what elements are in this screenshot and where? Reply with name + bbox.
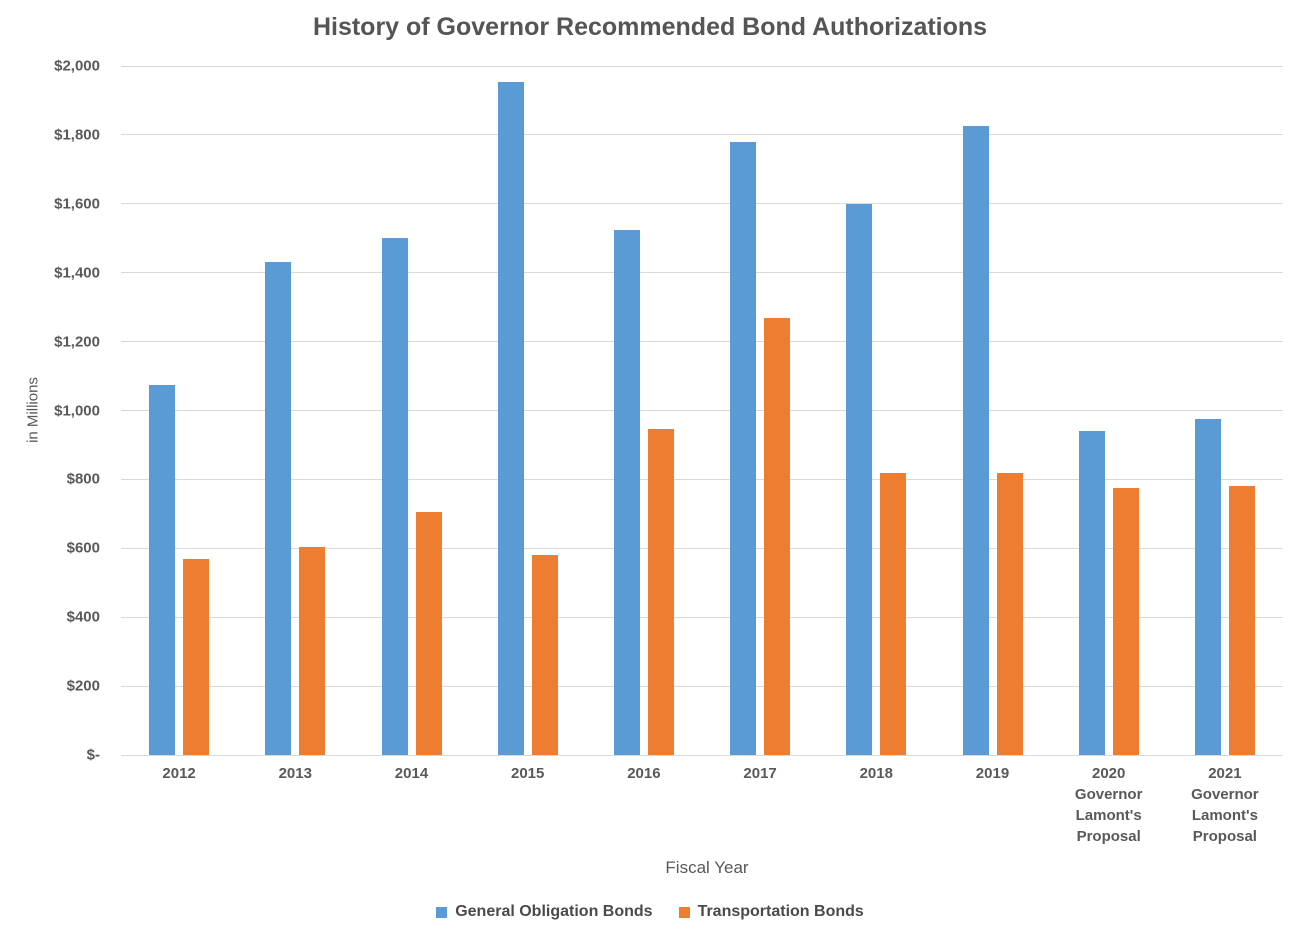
bar-general-obligation-bonds-2021 — [1194, 419, 1221, 755]
gridline — [121, 410, 1283, 411]
gridline — [121, 478, 1283, 480]
gridline — [121, 685, 1283, 687]
legend-item: Transportation Bonds — [678, 903, 864, 921]
bar-general-obligation-bonds-2019 — [962, 126, 989, 755]
x-tick-label: 2020 Governor Lamont's Proposal — [1074, 765, 1143, 845]
gridline — [121, 754, 1283, 756]
gridline — [121, 134, 1283, 136]
x-tick-label: 2012 — [162, 765, 196, 782]
gridline — [121, 65, 1283, 67]
y-tick-label: $400 — [66, 608, 100, 626]
bar-general-obligation-bonds-2014 — [381, 238, 408, 755]
bar-transportation-bonds-2017 — [764, 317, 791, 755]
bar-transportation-bonds-2014 — [415, 512, 442, 755]
x-tick-label: 2016 — [627, 765, 661, 782]
plot-area — [121, 65, 1283, 756]
y-tick-label: $1,000 — [54, 402, 100, 419]
bar-transportation-bonds-2021 — [1228, 486, 1255, 755]
legend: General Obligation Bonds Transportation B… — [0, 903, 1300, 921]
x-axis-title: Fiscal Year — [665, 858, 749, 877]
x-tick-label: 2018 — [859, 765, 893, 782]
x-tick-label: 2014 — [394, 765, 429, 782]
bar-general-obligation-bonds-2012 — [149, 385, 176, 755]
bar-transportation-bonds-2013 — [299, 546, 326, 755]
legend-swatch-icon — [678, 906, 690, 918]
bar-transportation-bonds-2015 — [531, 555, 558, 755]
gridline — [121, 203, 1283, 205]
y-tick-label: $1,600 — [54, 195, 100, 213]
legend-label: General Obligation Bonds — [455, 903, 653, 920]
y-tick-label: $2,000 — [54, 57, 100, 75]
legend-swatch-icon — [436, 906, 448, 918]
x-tick-label: 2021 Governor Lamont's Proposal — [1191, 765, 1259, 845]
bar-general-obligation-bonds-2015 — [497, 81, 524, 755]
bar-general-obligation-bonds-2020 — [1078, 431, 1105, 755]
gridline — [121, 547, 1283, 549]
bar-transportation-bonds-2016 — [647, 429, 674, 755]
y-tick-label: $600 — [66, 539, 100, 557]
legend-item: General Obligation Bonds — [436, 903, 653, 921]
gridline — [121, 272, 1283, 274]
y-tick-label: $1,400 — [54, 264, 100, 282]
bar-transportation-bonds-2012 — [183, 558, 210, 755]
x-tick-label: 2015 — [511, 765, 545, 782]
y-tick-label: $1,800 — [54, 126, 100, 144]
gridline — [121, 341, 1283, 343]
legend-label: Transportation Bonds — [697, 903, 864, 920]
bar-general-obligation-bonds-2013 — [265, 262, 292, 755]
y-tick-label: $200 — [66, 677, 100, 695]
y-tick-label: $- — [86, 746, 100, 764]
chart-title: History of Governor Recommended Bond Aut… — [312, 13, 988, 41]
x-tick-label: 2019 — [975, 765, 1010, 782]
y-tick-label: $1,200 — [54, 333, 100, 351]
bar-general-obligation-bonds-2016 — [613, 229, 640, 755]
x-axis-tick-labels: 2012 2013 2014 2015 2016 2017 2018 2019 2020 Gov… — [121, 763, 1283, 858]
bar-transportation-bonds-2018 — [880, 472, 907, 755]
x-tick-label: 2013 — [278, 765, 312, 782]
bar-transportation-bonds-2019 — [996, 472, 1023, 755]
bar-general-obligation-bonds-2017 — [730, 141, 757, 755]
y-tick-label: $800 — [66, 470, 100, 488]
x-tick-label: 2017 — [743, 765, 777, 782]
bar-transportation-bonds-2020 — [1112, 488, 1139, 755]
y-axis-tick-labels: $- $200 $400 $600 $800 $1,000 $1,200 $1,400 $1,6… — [0, 58, 100, 764]
bar-general-obligation-bonds-2018 — [846, 203, 873, 755]
gridline — [121, 616, 1283, 618]
